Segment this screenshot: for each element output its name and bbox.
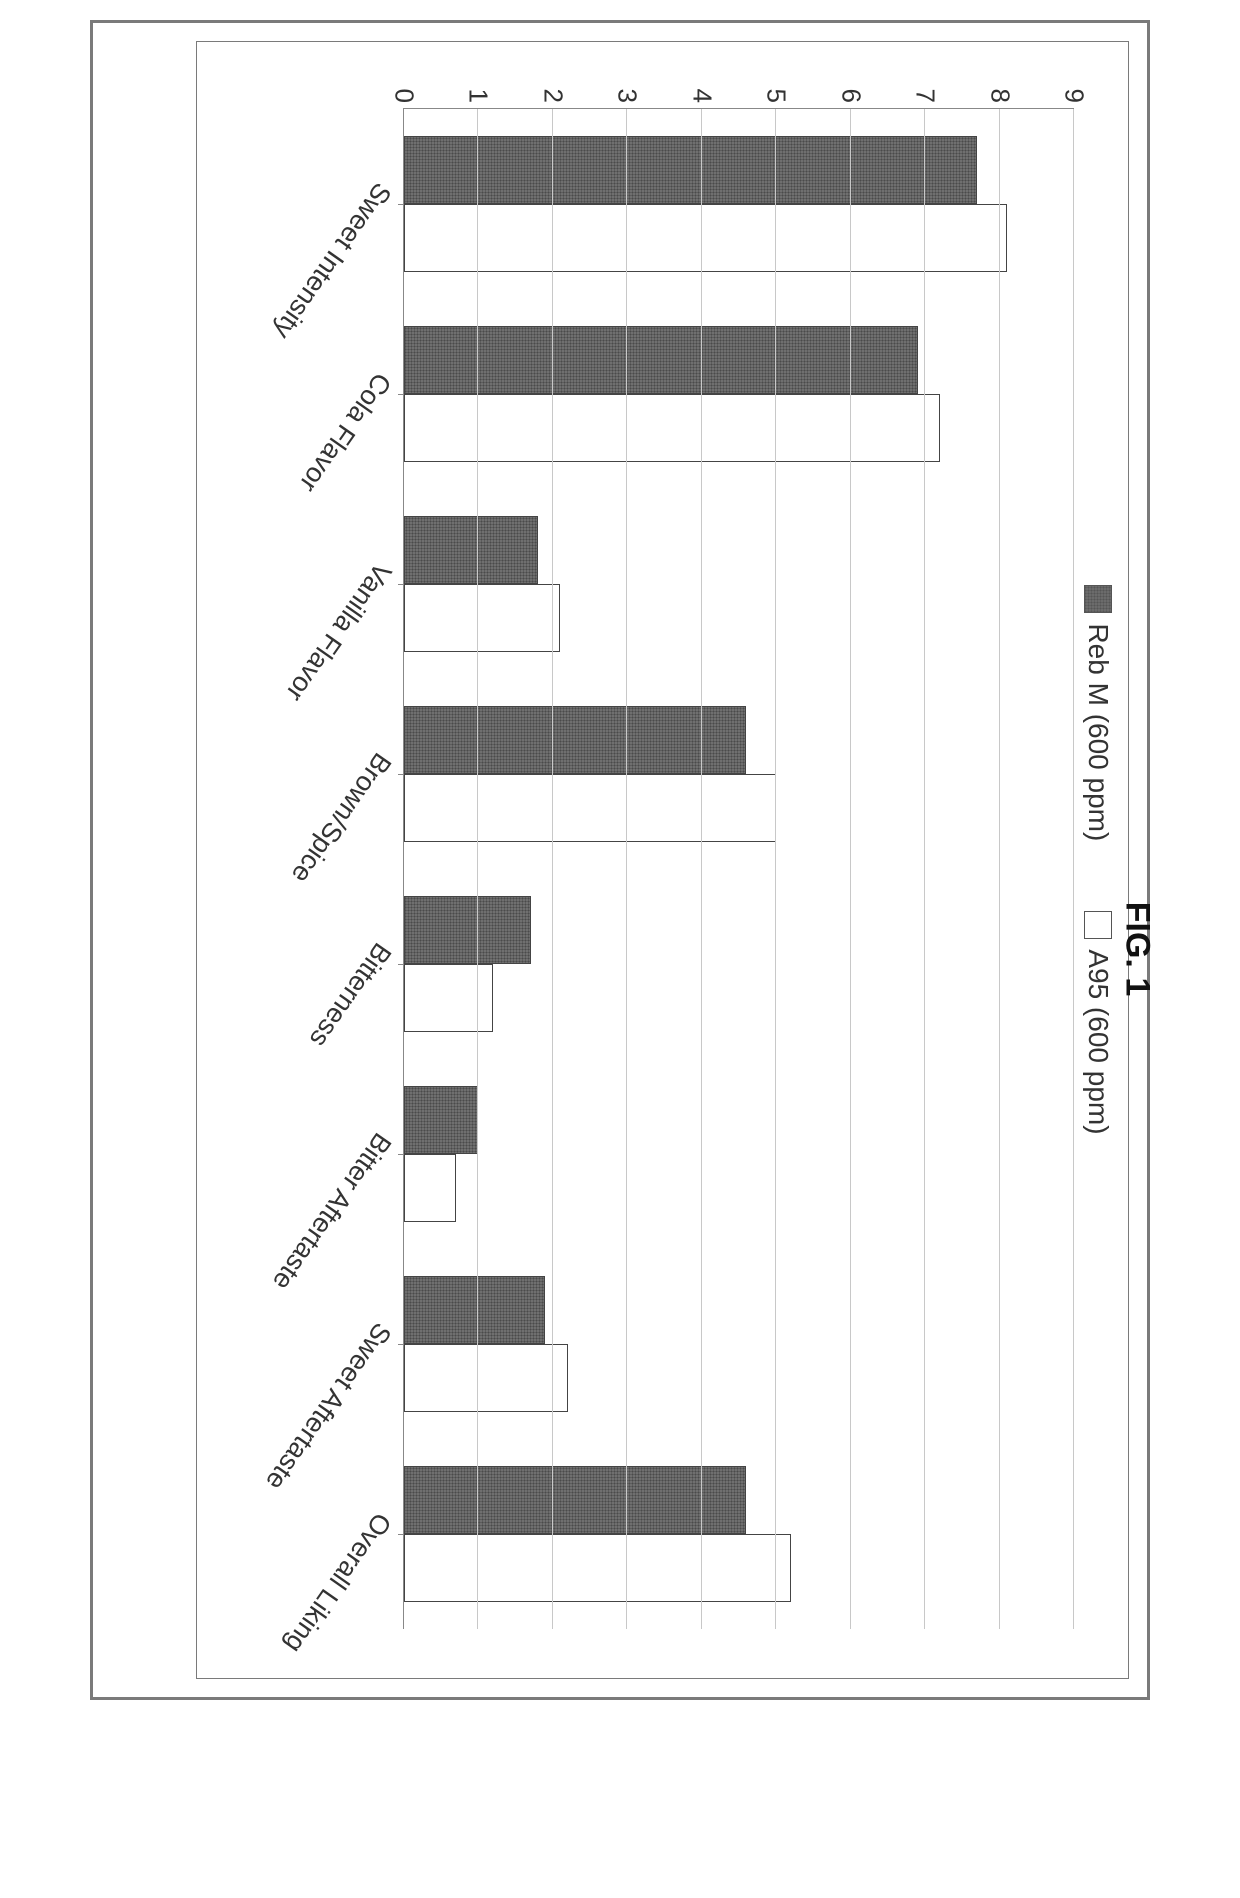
bar-reb-m: [404, 326, 918, 394]
figure-caption: FIG. 1: [1119, 902, 1157, 996]
bar-a95: [404, 1534, 791, 1602]
gridline: [477, 109, 478, 1629]
bar-reb-m: [404, 516, 538, 584]
category-label: Sweet Intensity: [267, 177, 397, 345]
category-label: Brown/Spice: [285, 747, 397, 889]
bar-reb-m: [404, 706, 746, 774]
x-tick: [398, 1344, 404, 1345]
legend-item-a95: A95 (600 ppm): [1082, 911, 1114, 1134]
bar-a95: [404, 1154, 456, 1222]
gridline: [999, 109, 1000, 1629]
legend-label-reb-m: Reb M (600 ppm): [1082, 623, 1114, 841]
category-label: Vanilla Flavor: [279, 557, 397, 707]
bars-container: [404, 109, 1074, 1629]
x-tick: [398, 774, 404, 775]
bar-a95: [404, 204, 1007, 272]
legend-item-reb-m: Reb M (600 ppm): [1082, 585, 1114, 841]
category-label: Bitterness: [303, 937, 397, 1053]
y-tick-label: 1: [463, 69, 494, 103]
x-tick: [398, 394, 404, 395]
y-tick-label: 4: [686, 69, 717, 103]
category-label: Bitter Aftertaste: [266, 1127, 397, 1296]
gridline: [850, 109, 851, 1629]
category-label: Sweet Aftertaste: [259, 1317, 397, 1496]
y-tick-label: 8: [984, 69, 1015, 103]
bar-a95: [404, 774, 776, 842]
gridline: [701, 109, 702, 1629]
y-tick-label: 0: [389, 69, 420, 103]
gridline: [1073, 109, 1074, 1629]
gridline: [924, 109, 925, 1629]
bar-a95: [404, 1344, 568, 1412]
figure-frame: Reb M (600 ppm) A95 (600 ppm) 0123456789…: [90, 20, 1150, 1700]
gridline: [552, 109, 553, 1629]
category-label: Cola Flavor: [293, 367, 398, 498]
chart-plot: 0123456789Sweet IntensityCola FlavorVani…: [403, 108, 1074, 1629]
bar-a95: [404, 584, 560, 652]
x-tick: [398, 204, 404, 205]
legend-label-a95: A95 (600 ppm): [1082, 949, 1114, 1134]
bar-reb-m: [404, 1466, 746, 1534]
y-tick-label: 6: [835, 69, 866, 103]
gridline: [626, 109, 627, 1629]
y-tick-label: 2: [537, 69, 568, 103]
category-label: Overall Liking: [278, 1507, 397, 1659]
y-tick-label: 3: [612, 69, 643, 103]
bar-reb-m: [404, 136, 977, 204]
x-tick: [398, 1154, 404, 1155]
x-tick: [398, 964, 404, 965]
legend: Reb M (600 ppm) A95 (600 ppm): [1082, 52, 1114, 1668]
legend-swatch-reb-m: [1084, 585, 1112, 613]
y-tick-label: 5: [761, 69, 792, 103]
chart-frame: Reb M (600 ppm) A95 (600 ppm) 0123456789…: [196, 41, 1129, 1679]
bar-reb-m: [404, 896, 531, 964]
bar-reb-m: [404, 1086, 478, 1154]
legend-swatch-a95: [1084, 911, 1112, 939]
x-tick: [398, 1534, 404, 1535]
bar-a95: [404, 394, 940, 462]
figure-caption-wrap: FIG. 1: [1118, 902, 1157, 996]
x-tick: [398, 584, 404, 585]
bar-a95: [404, 964, 493, 1032]
bar-reb-m: [404, 1276, 545, 1344]
y-tick-label: 9: [1059, 69, 1090, 103]
y-tick-label: 7: [910, 69, 941, 103]
gridline: [775, 109, 776, 1629]
